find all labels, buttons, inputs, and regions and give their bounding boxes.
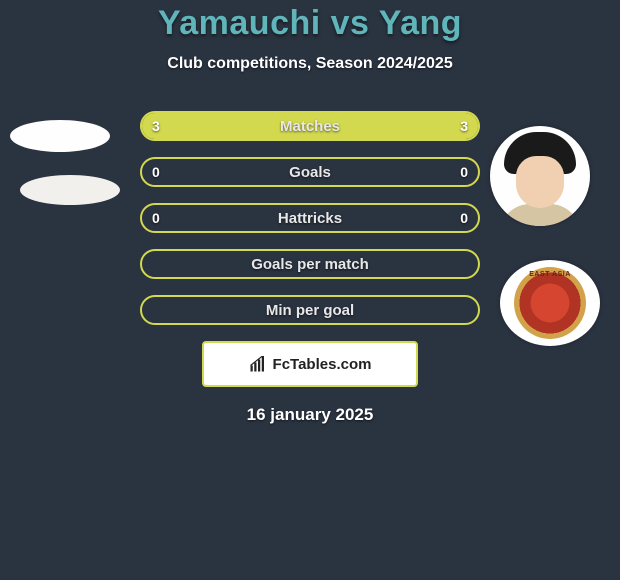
stat-row-goals: 0 Goals 0 [140,157,480,187]
club-crest-icon [514,267,586,339]
stat-label: Hattricks [278,210,342,227]
player-right-club-crest [500,260,600,346]
stat-right-value: 0 [460,164,468,180]
date-label: 16 january 2025 [0,405,620,425]
source-badge[interactable]: FcTables.com [202,341,418,387]
stat-left-value: 0 [152,210,160,226]
comparison-card: Yamauchi vs Yang Club competitions, Seas… [0,0,620,580]
bar-chart-icon [249,355,267,373]
stat-row-matches: 3 Matches 3 [140,111,480,141]
stat-right-value: 3 [460,118,468,134]
stat-label: Min per goal [266,302,354,319]
page-title: Yamauchi vs Yang [0,4,620,43]
stat-right-value: 0 [460,210,468,226]
avatar-face [516,156,564,208]
stat-label: Goals [289,164,331,181]
player-left-avatar-shape-1 [10,120,110,152]
subtitle: Club competitions, Season 2024/2025 [0,55,620,73]
stat-left-value: 3 [152,118,160,134]
stat-label: Goals per match [251,256,369,273]
source-badge-text: FcTables.com [273,356,372,373]
stat-left-value: 0 [152,164,160,180]
stats-list: 3 Matches 3 0 Goals 0 0 Hattricks 0 Goal… [140,111,480,325]
stat-row-min-per-goal: Min per goal [140,295,480,325]
stat-label: Matches [280,118,340,135]
player-right-avatar [490,126,590,226]
stat-row-goals-per-match: Goals per match [140,249,480,279]
stat-row-hattricks: 0 Hattricks 0 [140,203,480,233]
player-left-avatar-shape-2 [20,175,120,205]
